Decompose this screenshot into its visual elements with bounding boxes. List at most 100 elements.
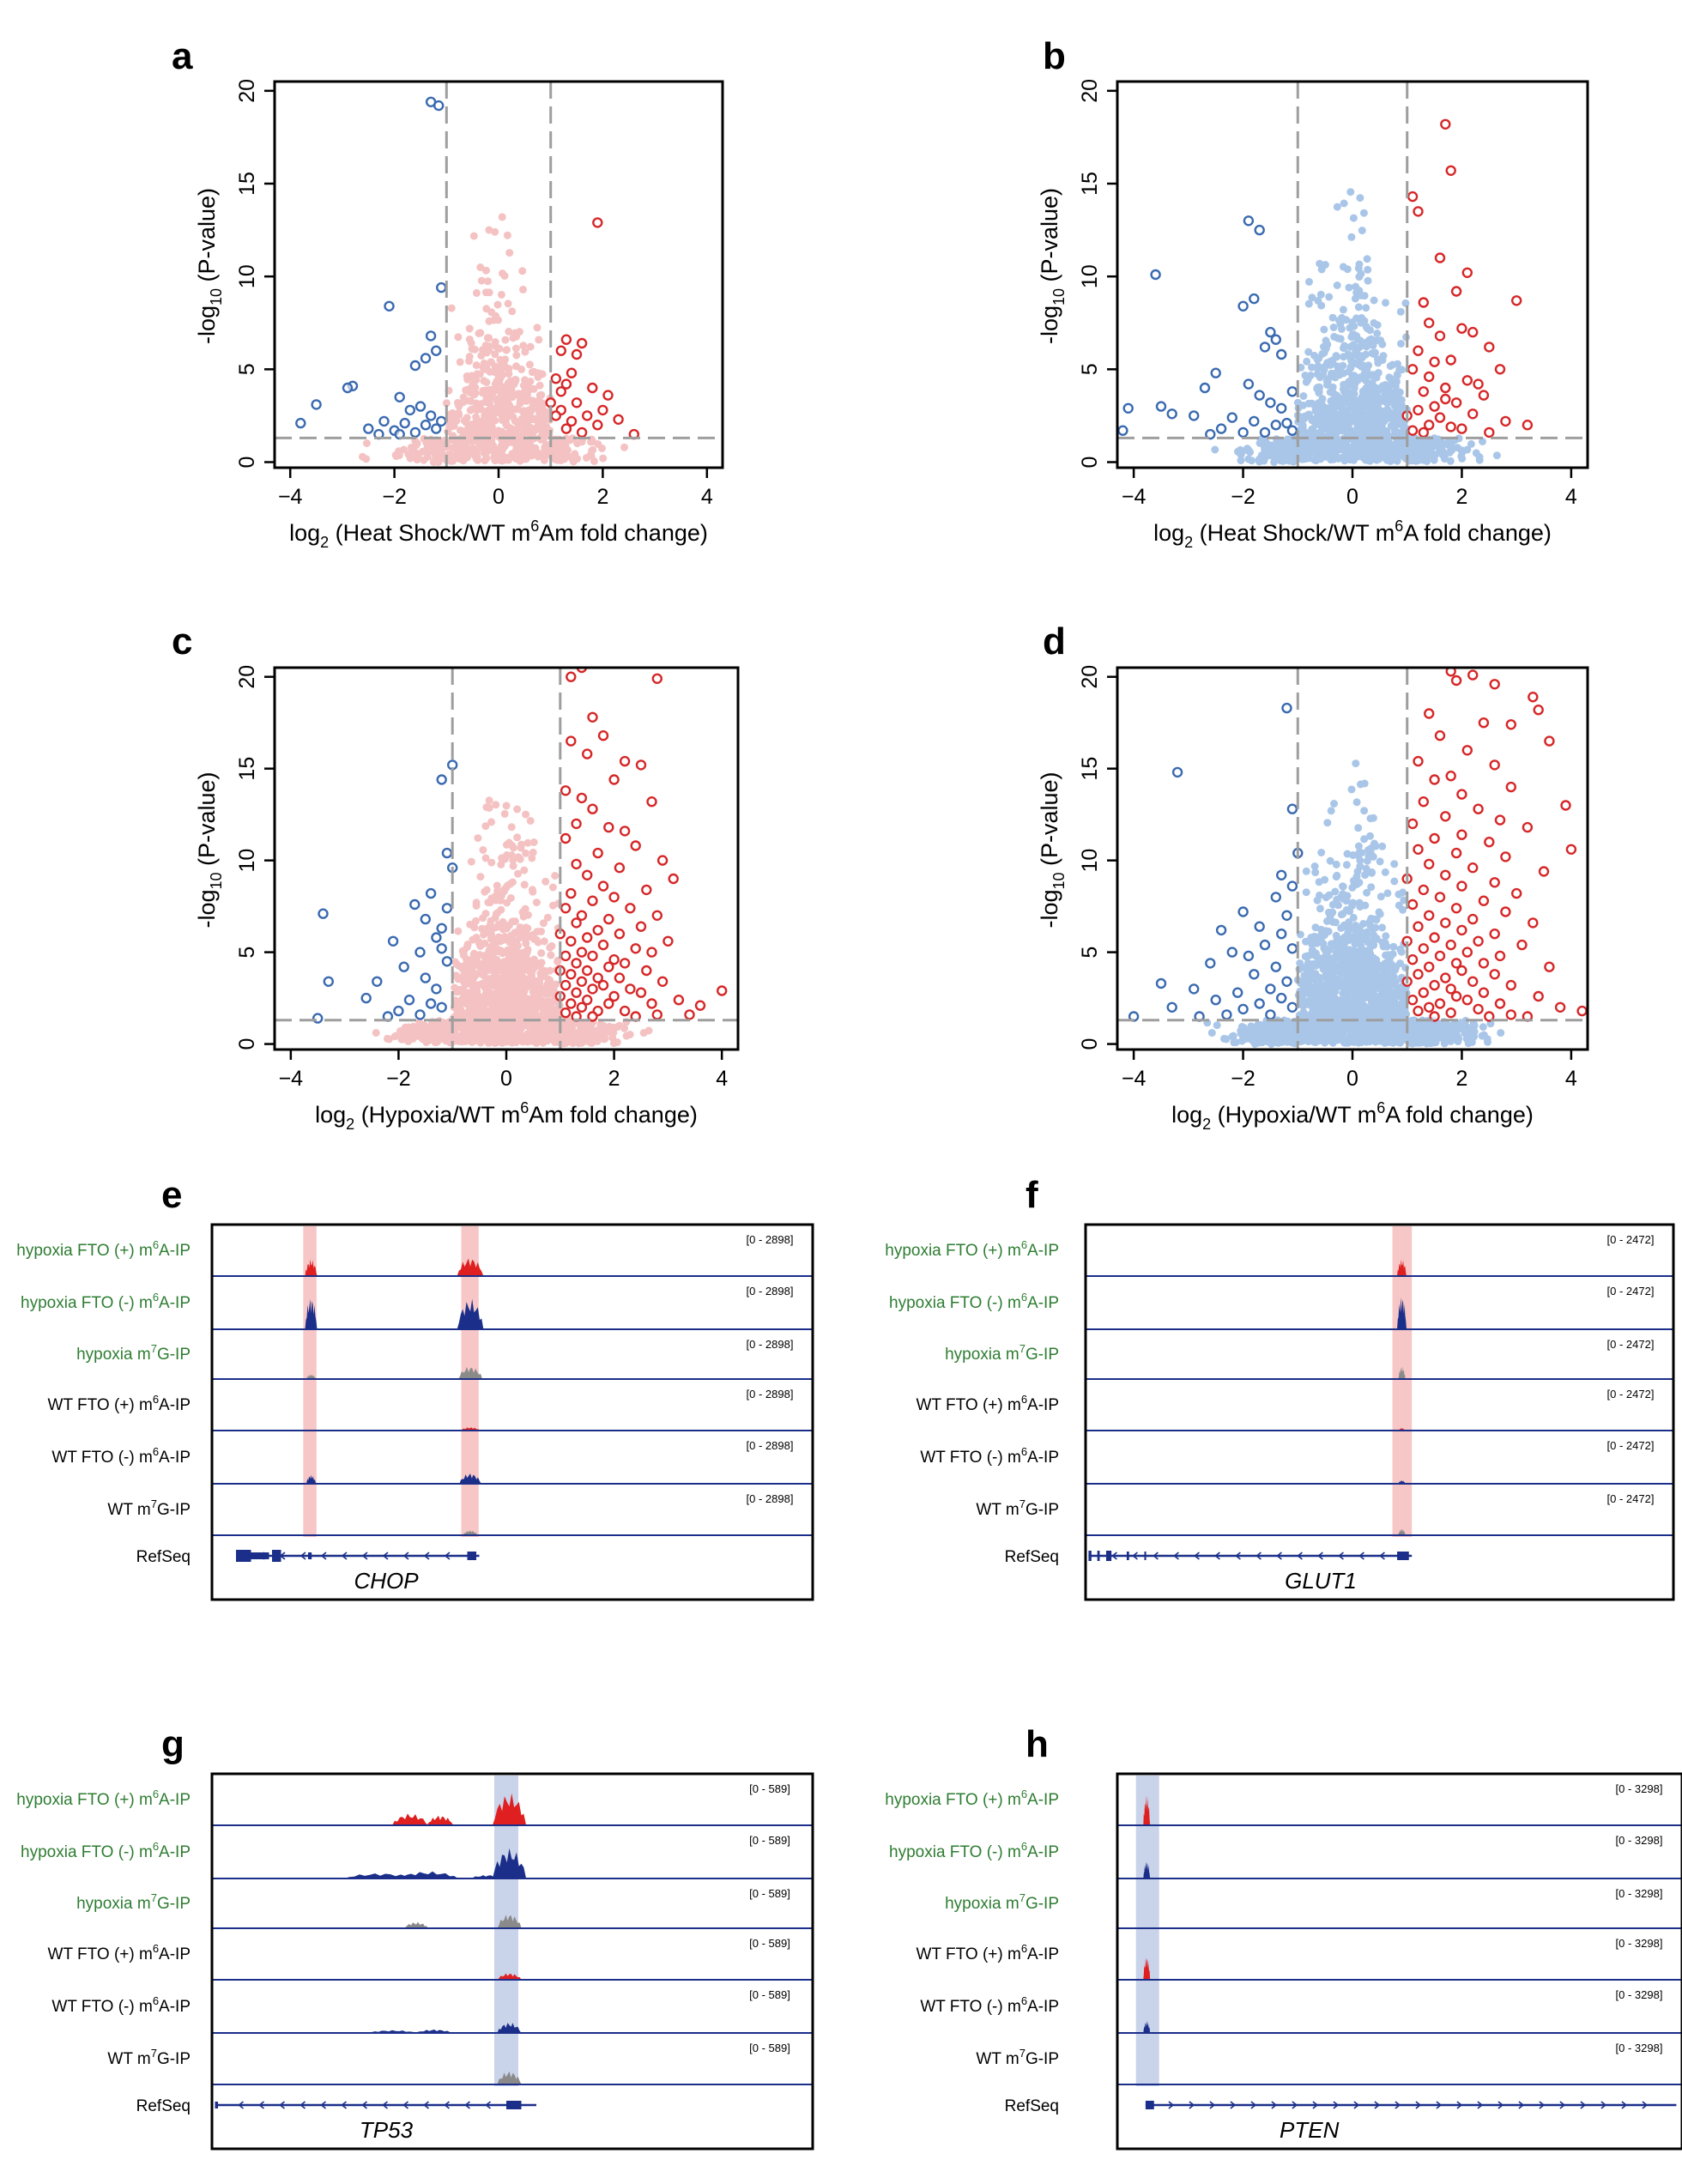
point-background [522,810,530,819]
point-up [560,903,572,914]
point-background [513,805,522,814]
point-background [1360,779,1369,788]
point-background [1296,959,1304,967]
point-up [1510,295,1522,306]
point-up [1429,401,1440,412]
point-background [491,350,499,359]
point-background [469,232,478,240]
point-up [1484,342,1495,353]
x-axis-label: log2 (Heat Shock/WT m6A fold change) [1153,517,1552,551]
point-down [1265,326,1276,338]
y-tick-label: 15 [235,757,259,781]
point-background [626,1031,634,1038]
point-background [1340,440,1349,449]
y-tick-label: 20 [1078,79,1102,103]
point-up [571,348,583,360]
point-down [1259,427,1271,439]
point-down [398,961,409,972]
point-up [613,414,624,425]
point-background [1330,332,1339,341]
point-background [1286,443,1294,451]
point-background [492,801,500,809]
point-up [608,953,620,965]
point-up [656,855,669,866]
point-background [475,1031,483,1039]
point-up [592,420,603,431]
point-background [408,1034,416,1043]
point-up [1407,364,1419,375]
point-background [1336,335,1345,343]
point-up [1484,427,1495,439]
text-part: (Heat Shock/WT m [1193,520,1395,546]
point-background [474,834,482,843]
point-background [1320,325,1328,334]
point-background [1302,378,1310,386]
point-background [1467,439,1475,448]
point-background [1425,445,1433,454]
point-background [493,978,502,987]
text-part: 2 [346,1116,354,1133]
point-background [526,342,535,351]
point-background [1321,261,1329,269]
point-up [555,345,566,356]
point-down [414,401,427,412]
point-background [1475,453,1484,461]
point-background [520,451,529,460]
point-up [641,965,652,977]
point-background [469,962,477,971]
point-background [495,378,504,387]
point-background [590,457,598,465]
point-background [1360,292,1369,300]
point-background [528,886,536,894]
point-down [1286,425,1298,436]
point-up [582,932,593,943]
text-part: 6 [1395,517,1403,535]
x-axis-label: log2 (Hypoxia/WT m6Am fold change) [315,1099,698,1133]
point-background [1302,976,1310,984]
point-background [469,445,477,453]
point-background [498,213,506,221]
text-part: (P-value) [194,771,220,872]
point-background [508,917,517,926]
point-background [505,994,513,1002]
point-background [500,809,509,818]
point-background [463,943,471,952]
point-background [496,1010,505,1019]
point-background [1301,372,1310,379]
point-background [578,438,586,446]
point-background [1333,281,1341,289]
point-background [481,1034,490,1043]
point-background [1321,443,1329,451]
point-background [1328,389,1337,397]
point-background [1370,296,1378,305]
point-up [566,887,577,899]
point-background [511,929,519,937]
point-up [597,979,609,991]
point-background [1360,421,1369,430]
point-background [1389,973,1398,982]
point-down [436,1001,447,1013]
point-background [540,937,548,946]
point-background [533,324,542,332]
point-background [485,947,493,956]
point-background [468,345,476,354]
point-background [1457,446,1466,455]
point-background [1367,914,1376,923]
point-background [517,414,526,423]
point-background [1352,759,1360,768]
point-background [521,376,529,384]
y-axis-label: -log10 (P-value) [194,188,225,344]
point-background [1335,397,1343,406]
point-background [527,446,535,455]
text-part: (Hypoxia/WT m [354,1102,520,1128]
point-background [1314,953,1322,962]
point-background [1395,447,1403,456]
point-down [414,947,426,958]
point-up [587,803,598,814]
point-down [431,983,442,995]
point-background [504,299,512,308]
points-layer [312,668,728,1048]
point-up [614,862,626,874]
point-background [1339,882,1346,891]
